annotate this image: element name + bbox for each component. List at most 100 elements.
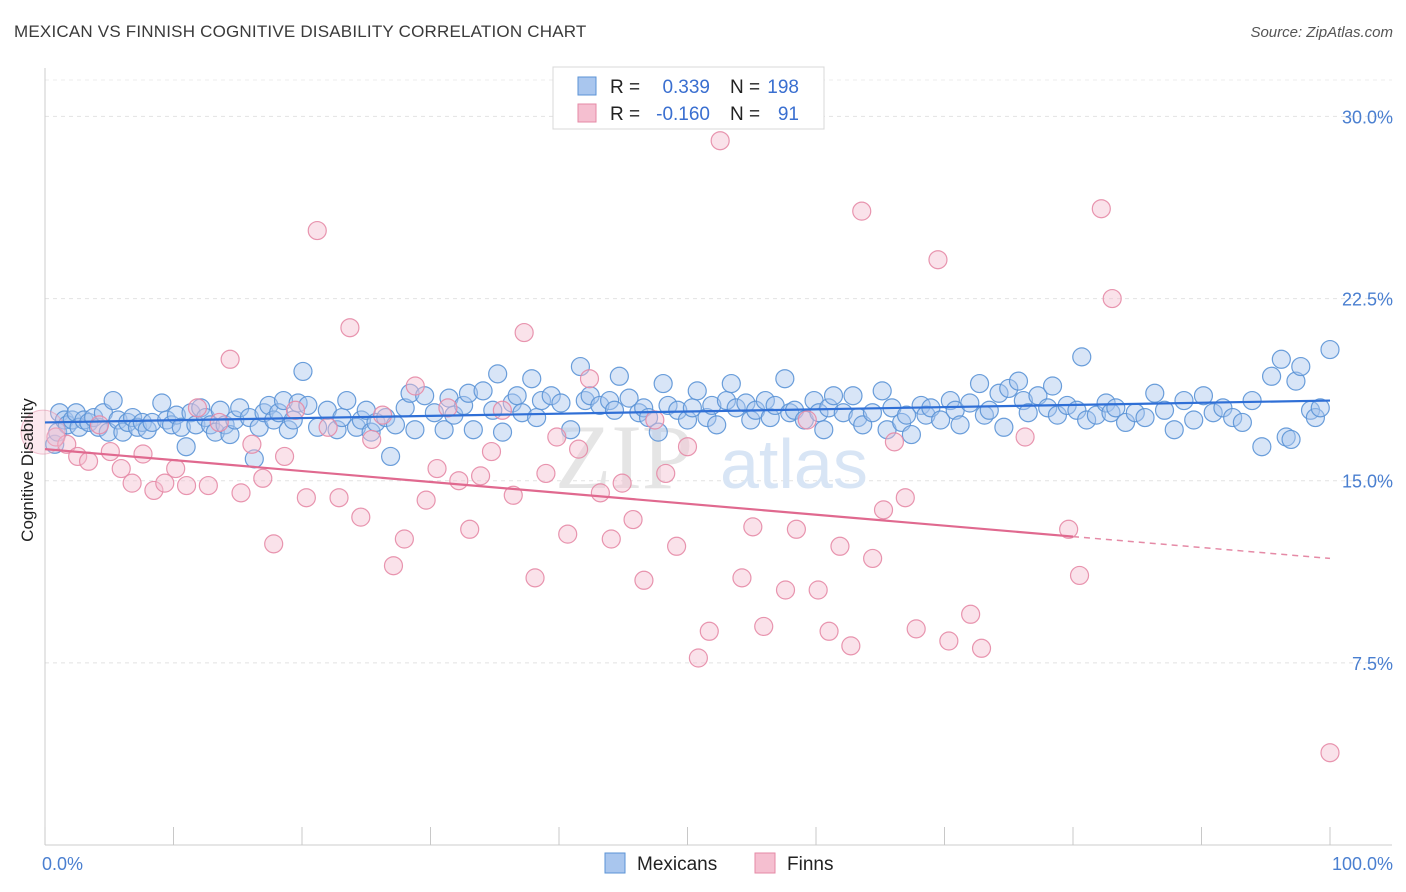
mexicans-point-144 — [940, 390, 960, 411]
finns-point-78 — [928, 250, 948, 270]
finns-point-71 — [841, 636, 861, 656]
finns-point-16 — [220, 349, 240, 369]
finns-point-11 — [166, 458, 186, 479]
finns-point-44 — [525, 568, 545, 588]
legend-r-label-2: R = — [610, 104, 640, 125]
mexicans-point-169 — [1115, 412, 1136, 433]
mexicans-point-16 — [113, 422, 133, 442]
finns-point-4 — [89, 415, 110, 435]
finns-trend-line-extension — [1072, 535, 1331, 560]
mexicans-point-101 — [648, 422, 668, 442]
finns-point-84 — [1069, 565, 1090, 586]
finns-point-42 — [503, 485, 523, 505]
finns-point-7 — [122, 473, 142, 493]
finns-point-54 — [634, 570, 654, 590]
chart-source: Source: ZipAtlas.com — [1250, 24, 1393, 41]
mexicans-point-126 — [814, 420, 834, 440]
mexicans-point-107 — [687, 381, 707, 401]
mexicans-point-34 — [205, 422, 225, 442]
finns-point-15 — [209, 412, 229, 433]
mexicans-point-40 — [239, 407, 260, 428]
finns-point-53 — [623, 509, 643, 530]
mexicans-point-163 — [1072, 347, 1092, 367]
finns-point-87 — [1320, 743, 1340, 763]
mexicans-point-188 — [1286, 371, 1306, 391]
mexicans-point-128 — [823, 386, 844, 406]
mexicans-point-57 — [337, 390, 357, 411]
mexicans-point-146 — [950, 415, 970, 435]
mexicans-point-183 — [1252, 437, 1272, 457]
mexicans-point-176 — [1184, 410, 1204, 430]
mexicans-point-175 — [1174, 390, 1194, 411]
mexicans-point-174 — [1164, 420, 1184, 440]
y-tick-labels: 7.5% 15.0% 22.5% 30.0% — [1342, 107, 1393, 673]
finns-point-41 — [492, 400, 512, 420]
axes — [44, 68, 1392, 846]
mexicans-point-86 — [531, 390, 552, 411]
grid — [45, 79, 1392, 664]
finns-point-75 — [884, 432, 905, 452]
mexicans-point-156 — [1018, 403, 1038, 423]
mexicans-point-23 — [152, 393, 172, 413]
finns-point-40 — [481, 441, 502, 462]
finns-point-27 — [340, 318, 360, 338]
watermark-zip: ZIP — [555, 406, 693, 508]
finns-point-13 — [187, 398, 208, 418]
mexicans-point-184 — [1261, 366, 1282, 386]
mexicans-point-71 — [434, 420, 454, 440]
y-axis-label: Cognitive Disability — [18, 398, 37, 542]
finns-point-3 — [78, 451, 99, 471]
mexicans-point-193 — [1320, 339, 1340, 360]
mexicans-point-191 — [1305, 407, 1325, 428]
mexicans-point-87 — [541, 386, 561, 406]
finns-point-63 — [743, 517, 763, 537]
finns-point-66 — [786, 519, 806, 539]
mexicans-point-80 — [492, 422, 513, 442]
mexicans-point-48 — [278, 420, 298, 440]
mexicans-point-148 — [969, 373, 990, 394]
finns-point-61 — [710, 131, 730, 151]
mexicans-point-88 — [551, 393, 571, 413]
finns-point-8 — [133, 444, 153, 464]
finns-point-10 — [155, 473, 175, 493]
finns-point-86 — [1102, 288, 1122, 309]
y-tick-label-2: 22.5% — [1342, 290, 1393, 310]
finns-point-18 — [242, 434, 262, 454]
mexicans-point-173 — [1154, 400, 1175, 420]
finns-point-55 — [645, 410, 665, 430]
mexicans-point-94 — [600, 390, 620, 411]
finns-point-70 — [830, 536, 850, 556]
y-tick-label-3: 30.0% — [1342, 107, 1393, 127]
legend-n-value-2: 91 — [778, 104, 799, 125]
bottom-legend-label-finns: Finns — [787, 854, 833, 875]
mexicans-point-178 — [1203, 403, 1223, 423]
mexicans-point-75 — [458, 383, 479, 403]
finns-point-62 — [732, 568, 752, 588]
mexicans-point-185 — [1271, 349, 1291, 369]
mexicans-point-39 — [230, 398, 250, 418]
mexicans-point-83 — [512, 403, 532, 423]
mexicans-point-182 — [1242, 390, 1262, 411]
mexicans-point-27 — [171, 417, 191, 437]
mexicans-point-52 — [298, 395, 318, 416]
watermark: ZIP atlas — [555, 406, 868, 508]
mexicans-point-84 — [522, 369, 542, 389]
finns-point-28 — [351, 507, 371, 527]
mexicans-point-189 — [1291, 356, 1311, 377]
mexicans-point-113 — [726, 398, 746, 418]
mexicans-point-164 — [1077, 410, 1097, 430]
finns-point-33 — [405, 376, 425, 396]
mexicans-point-97 — [619, 388, 639, 408]
trend-lines — [44, 399, 1331, 560]
mexicans-point-134 — [872, 381, 892, 401]
mexicans-point-28 — [176, 437, 196, 457]
finns-point-56 — [656, 463, 676, 484]
finns-point-32 — [394, 529, 414, 549]
mexicans-point-14 — [103, 390, 123, 411]
finns-edge-bubble — [20, 409, 66, 455]
finns-point-72 — [852, 201, 872, 221]
finns-point-60 — [699, 621, 719, 641]
finns-point-76 — [895, 488, 915, 508]
finns-point-69 — [819, 621, 839, 641]
